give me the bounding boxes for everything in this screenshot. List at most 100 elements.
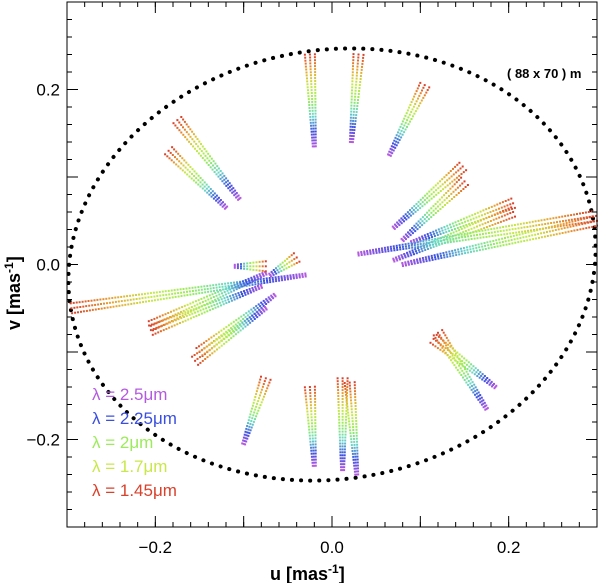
uv-point [419,240,422,243]
uv-point [586,217,589,219]
uv-point [422,239,425,241]
uv-point [407,231,409,234]
uv-point [191,290,194,292]
uv-point [260,285,263,288]
uv-point [472,391,475,394]
uv-point [341,460,344,463]
uv-point [306,83,309,86]
uv-point [354,455,357,458]
uv-point [274,295,277,298]
uv-point [234,286,237,288]
uv-point [440,237,442,239]
uv-point [439,185,442,188]
uv-point [487,221,490,224]
uv-point [446,347,449,349]
uv-point [421,89,423,92]
uv-point [476,237,479,240]
uv-point [409,214,412,217]
uv-point [210,162,213,165]
uv-point [447,339,450,342]
uv-point [468,223,471,225]
uv-point [351,420,354,423]
uv-point [415,250,417,253]
uv-point [410,261,413,264]
uv-point [262,383,265,385]
uv-point [216,348,218,351]
uv-point [352,53,355,56]
uv-point [252,306,255,309]
uv-point [212,296,215,298]
uv-point [393,260,396,263]
uv-point [351,71,354,74]
uv-point [506,236,509,239]
uv-point [250,410,253,413]
uv-point [111,301,114,304]
uv-point [351,125,354,128]
uv-point [408,113,411,116]
uv-point [264,307,267,310]
uv-point [343,469,346,472]
uv-point [242,439,245,442]
uv-point [401,255,404,258]
uv-point [256,307,259,309]
uv-point [152,291,155,294]
uv-point [474,393,476,396]
uv-point [357,254,360,257]
uv-point [343,382,346,384]
uv-point [446,349,449,351]
uv-point [352,458,355,461]
uv-point [190,306,193,308]
uv-point [218,293,221,296]
uv-point [577,219,580,222]
uv-point [215,194,218,197]
uv-point [314,391,316,394]
uv-point [239,281,242,284]
uv-point [312,118,315,121]
uv-point [352,62,355,65]
uv-point [594,214,597,217]
uv-point [213,340,216,343]
uv-point [216,343,218,346]
uv-point [278,279,281,282]
uv-point [466,219,469,222]
uv-point [470,234,473,237]
uv-point [311,464,314,467]
uv-point [481,378,484,381]
uv-point [275,272,278,275]
uv-point [207,185,210,188]
uv-point [469,248,472,251]
uv-point [106,302,108,305]
uv-track [268,252,301,278]
uv-point [423,246,426,249]
uv-point [487,247,490,250]
uv-point [345,415,348,418]
uv-point [409,103,412,106]
uv-point [271,278,274,281]
uv-point [452,237,455,240]
uv-point [257,384,260,387]
uv-point [428,213,431,216]
uv-point [160,319,163,322]
uv-point [527,229,529,232]
uv-point [484,244,487,247]
uv-point [426,89,429,91]
uv-point [507,207,510,210]
uv-point [391,152,394,155]
uv-point [424,236,427,239]
uv-point [508,225,510,227]
uv-point [548,226,550,229]
uv-track [348,53,365,144]
uv-point [254,287,257,290]
uv-point [205,150,208,153]
uv-point [504,200,507,202]
uv-point [165,297,168,300]
uv-point [348,426,351,429]
uv-point [345,393,347,396]
uv-point [448,230,451,232]
uv-point [486,381,489,384]
uv-point [477,391,480,394]
uv-point [314,77,317,79]
uv-point [245,440,248,443]
uv-point [510,239,513,241]
uv-point [428,209,431,212]
